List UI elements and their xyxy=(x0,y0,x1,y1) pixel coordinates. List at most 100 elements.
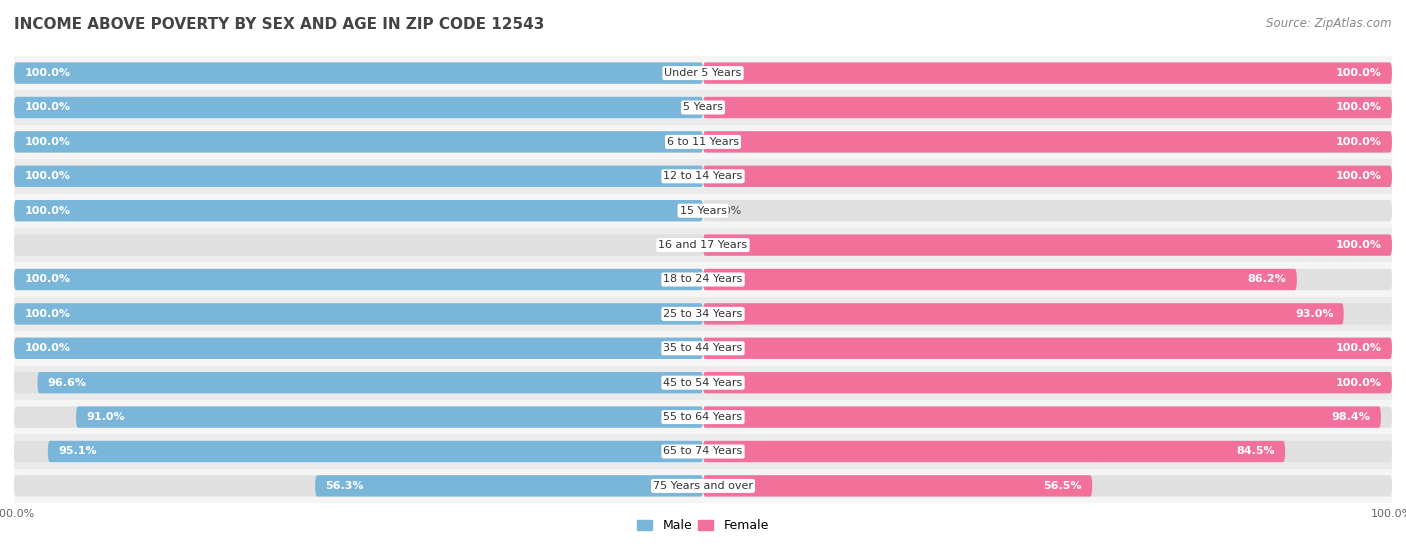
FancyBboxPatch shape xyxy=(703,63,1392,84)
FancyBboxPatch shape xyxy=(14,269,703,290)
Text: 100.0%: 100.0% xyxy=(24,309,70,319)
Bar xyxy=(14,159,1392,193)
Bar xyxy=(14,125,1392,159)
FancyBboxPatch shape xyxy=(14,97,703,118)
Legend: Male, Female: Male, Female xyxy=(633,514,773,537)
Text: 100.0%: 100.0% xyxy=(24,171,70,181)
FancyBboxPatch shape xyxy=(14,131,703,153)
Bar xyxy=(14,228,1392,262)
FancyBboxPatch shape xyxy=(703,234,1392,256)
Text: 100.0%: 100.0% xyxy=(1336,137,1382,147)
Text: INCOME ABOVE POVERTY BY SEX AND AGE IN ZIP CODE 12543: INCOME ABOVE POVERTY BY SEX AND AGE IN Z… xyxy=(14,17,544,32)
FancyBboxPatch shape xyxy=(14,303,703,325)
Text: 95.1%: 95.1% xyxy=(58,447,97,457)
FancyBboxPatch shape xyxy=(48,441,703,462)
FancyBboxPatch shape xyxy=(703,165,1392,187)
Text: 96.6%: 96.6% xyxy=(48,378,87,388)
FancyBboxPatch shape xyxy=(703,372,1392,394)
Text: 16 and 17 Years: 16 and 17 Years xyxy=(658,240,748,250)
FancyBboxPatch shape xyxy=(14,338,703,359)
FancyBboxPatch shape xyxy=(703,63,1392,84)
FancyBboxPatch shape xyxy=(14,200,703,221)
FancyBboxPatch shape xyxy=(703,165,1392,187)
FancyBboxPatch shape xyxy=(703,441,1285,462)
Text: 100.0%: 100.0% xyxy=(1336,240,1382,250)
Text: 18 to 24 Years: 18 to 24 Years xyxy=(664,274,742,285)
FancyBboxPatch shape xyxy=(14,338,703,359)
FancyBboxPatch shape xyxy=(703,131,1392,153)
FancyBboxPatch shape xyxy=(703,269,1296,290)
FancyBboxPatch shape xyxy=(14,269,703,290)
Text: 6 to 11 Years: 6 to 11 Years xyxy=(666,137,740,147)
FancyBboxPatch shape xyxy=(14,63,703,84)
FancyBboxPatch shape xyxy=(703,131,1392,153)
Bar xyxy=(14,193,1392,228)
Text: 45 to 54 Years: 45 to 54 Years xyxy=(664,378,742,388)
Text: 86.2%: 86.2% xyxy=(1247,274,1286,285)
FancyBboxPatch shape xyxy=(14,131,703,153)
FancyBboxPatch shape xyxy=(703,372,1392,394)
Text: 100.0%: 100.0% xyxy=(24,206,70,216)
FancyBboxPatch shape xyxy=(14,165,703,187)
Bar xyxy=(14,400,1392,434)
Text: 0.0%: 0.0% xyxy=(665,240,693,250)
Text: 98.4%: 98.4% xyxy=(1331,412,1371,422)
FancyBboxPatch shape xyxy=(38,372,703,394)
Text: 56.3%: 56.3% xyxy=(325,481,364,491)
Text: 0.0%: 0.0% xyxy=(713,206,741,216)
Text: 25 to 34 Years: 25 to 34 Years xyxy=(664,309,742,319)
Text: 100.0%: 100.0% xyxy=(24,102,70,112)
FancyBboxPatch shape xyxy=(703,97,1392,118)
Text: 100.0%: 100.0% xyxy=(1336,343,1382,353)
FancyBboxPatch shape xyxy=(14,475,703,496)
FancyBboxPatch shape xyxy=(14,165,703,187)
FancyBboxPatch shape xyxy=(315,475,703,496)
Text: 91.0%: 91.0% xyxy=(86,412,125,422)
FancyBboxPatch shape xyxy=(703,234,1392,256)
Text: 100.0%: 100.0% xyxy=(24,137,70,147)
FancyBboxPatch shape xyxy=(14,372,703,394)
FancyBboxPatch shape xyxy=(703,200,1392,221)
Text: 12 to 14 Years: 12 to 14 Years xyxy=(664,171,742,181)
Text: 15 Years: 15 Years xyxy=(679,206,727,216)
FancyBboxPatch shape xyxy=(14,63,703,84)
Text: 55 to 64 Years: 55 to 64 Years xyxy=(664,412,742,422)
Text: 100.0%: 100.0% xyxy=(24,343,70,353)
Text: Source: ZipAtlas.com: Source: ZipAtlas.com xyxy=(1267,17,1392,30)
Bar xyxy=(14,331,1392,366)
Bar xyxy=(14,91,1392,125)
Text: 100.0%: 100.0% xyxy=(1336,378,1382,388)
Text: 100.0%: 100.0% xyxy=(1336,102,1382,112)
Text: 100.0%: 100.0% xyxy=(1336,171,1382,181)
Bar xyxy=(14,434,1392,468)
Text: 75 Years and over: 75 Years and over xyxy=(652,481,754,491)
Bar xyxy=(14,297,1392,331)
Bar xyxy=(14,56,1392,91)
FancyBboxPatch shape xyxy=(14,406,703,428)
FancyBboxPatch shape xyxy=(703,475,1092,496)
Text: 93.0%: 93.0% xyxy=(1295,309,1333,319)
Text: 100.0%: 100.0% xyxy=(24,274,70,285)
FancyBboxPatch shape xyxy=(703,441,1392,462)
Bar xyxy=(14,366,1392,400)
FancyBboxPatch shape xyxy=(703,406,1392,428)
FancyBboxPatch shape xyxy=(14,97,703,118)
Text: 56.5%: 56.5% xyxy=(1043,481,1083,491)
Bar xyxy=(14,262,1392,297)
Text: 100.0%: 100.0% xyxy=(1336,68,1382,78)
Text: 84.5%: 84.5% xyxy=(1236,447,1275,457)
FancyBboxPatch shape xyxy=(703,303,1392,325)
FancyBboxPatch shape xyxy=(14,234,703,256)
Bar xyxy=(14,468,1392,503)
Text: 5 Years: 5 Years xyxy=(683,102,723,112)
FancyBboxPatch shape xyxy=(703,406,1381,428)
Text: 65 to 74 Years: 65 to 74 Years xyxy=(664,447,742,457)
FancyBboxPatch shape xyxy=(703,338,1392,359)
FancyBboxPatch shape xyxy=(703,475,1392,496)
FancyBboxPatch shape xyxy=(14,303,703,325)
FancyBboxPatch shape xyxy=(703,338,1392,359)
Text: Under 5 Years: Under 5 Years xyxy=(665,68,741,78)
FancyBboxPatch shape xyxy=(76,406,703,428)
Text: 35 to 44 Years: 35 to 44 Years xyxy=(664,343,742,353)
FancyBboxPatch shape xyxy=(703,97,1392,118)
